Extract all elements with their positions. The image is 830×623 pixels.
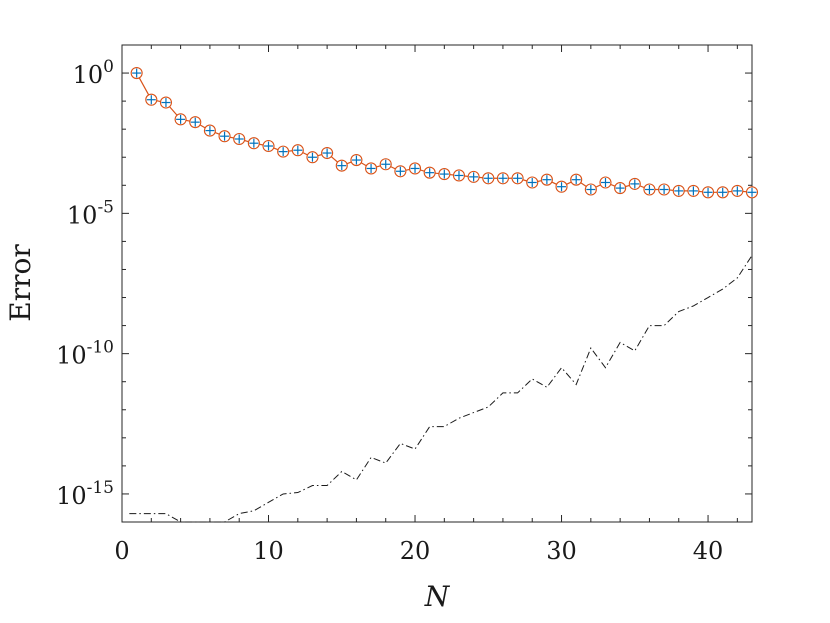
data-point-plus [615, 183, 625, 193]
data-point-plus [234, 134, 244, 144]
y-tick-label: 100 [73, 57, 114, 89]
x-tick-label: 10 [253, 537, 284, 565]
data-point-plus [381, 159, 391, 169]
y-tick-label: 10-10 [56, 338, 114, 370]
data-point-plus [703, 187, 713, 197]
data-point-plus [747, 187, 757, 197]
data-point-plus [600, 177, 610, 187]
data-point-plus [718, 187, 728, 197]
y-tick-label: 10-5 [67, 197, 114, 229]
data-point-plus [278, 147, 288, 157]
data-point-plus [220, 131, 230, 141]
data-point-plus [307, 152, 317, 162]
data-point-plus [454, 170, 464, 180]
data-point-plus [410, 163, 420, 173]
y-axis-title: Error [4, 244, 37, 322]
data-point-plus [249, 138, 259, 148]
data-point-plus [542, 175, 552, 185]
data-point-plus [205, 126, 215, 136]
data-point-plus [337, 161, 347, 171]
data-point-plus [688, 186, 698, 196]
axis-ticks [122, 44, 752, 523]
data-point-plus [469, 172, 479, 182]
data-point-plus [176, 114, 186, 124]
x-tick-label: 30 [546, 537, 577, 565]
data-point-plus [395, 166, 405, 176]
data-point-plus [190, 117, 200, 127]
x-axis-title: N [424, 580, 451, 613]
data-point-plus [571, 175, 581, 185]
data-point-plus [659, 185, 669, 195]
axis-tick-labels: 0 10 20 30 40 100 10-5 10-10 10-15 [56, 57, 723, 565]
data-point-plus [674, 186, 684, 196]
data-point-plus [439, 169, 449, 179]
series-line-dashdot [129, 255, 753, 523]
data-point-plus [264, 141, 274, 151]
data-point-plus [732, 186, 742, 196]
data-point-plus [161, 98, 171, 108]
plot-area [121, 44, 753, 523]
x-tick-label: 40 [693, 537, 724, 565]
data-point-plus [483, 173, 493, 183]
data-point-plus [132, 68, 142, 78]
data-point-plus [527, 177, 537, 187]
x-tick-label: 0 [114, 537, 129, 565]
data-point-plus [293, 145, 303, 155]
data-point-plus [513, 173, 523, 183]
data-point-plus [351, 155, 361, 165]
data-point-plus [586, 185, 596, 195]
data-point-plus [425, 168, 435, 178]
data-point-plus [498, 173, 508, 183]
series-layer [129, 67, 759, 523]
data-point-plus [630, 179, 640, 189]
data-point-plus [322, 148, 332, 158]
x-tick-label: 20 [400, 537, 431, 565]
data-point-plus [644, 185, 654, 195]
y-tick-label: 10-15 [56, 478, 114, 510]
data-point-plus [557, 182, 567, 192]
data-point-plus [146, 95, 156, 105]
data-point-plus [366, 163, 376, 173]
